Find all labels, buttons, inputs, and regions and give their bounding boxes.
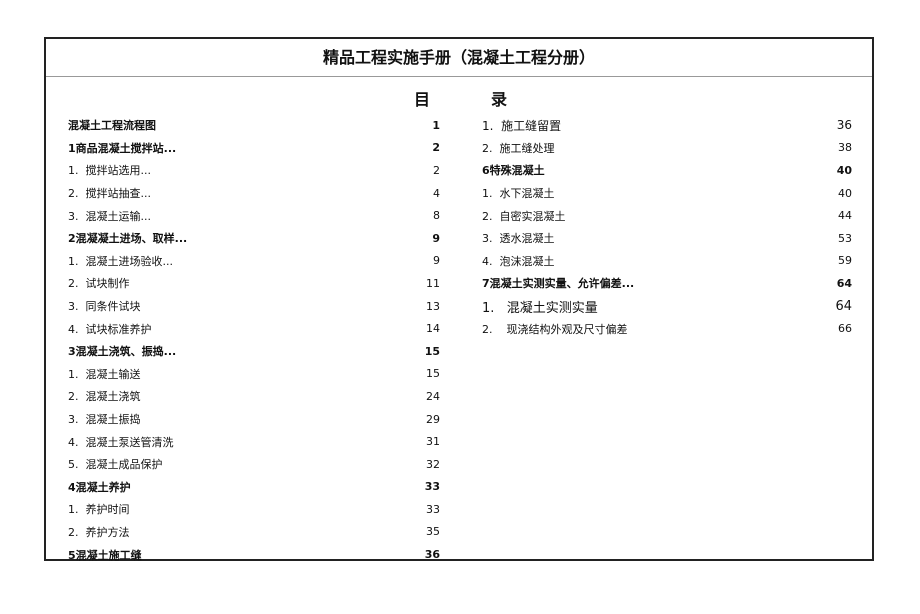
toc-section-entry[interactable]: 1. 混凝土进场验收... 9 [68, 250, 440, 273]
toc-entry-page: 14 [426, 322, 440, 336]
toc-chapter-entry[interactable]: 6特殊混凝土 40 [482, 159, 852, 182]
toc-heading-part1: 目 [414, 90, 431, 109]
toc-entry-label: 2. 混凝土浇筑 [68, 390, 141, 404]
toc-entry-label: 1. 水下混凝土 [482, 187, 555, 201]
toc-entry-label: 1. 混凝土实测实量 [482, 300, 598, 316]
toc-entry-page: 1 [432, 118, 440, 132]
toc-entry-label: 2. 施工缝处理 [482, 141, 555, 155]
toc-chapter-entry[interactable]: 1商品混凝土搅拌站... 2 [68, 137, 440, 160]
toc-left-column: 混凝土工程流程图 1 1商品混凝土搅拌站... 2 1. 搅拌站选用... 2 2. 搅拌站… [68, 114, 440, 566]
toc-entry-label: 6特殊混凝土 [482, 164, 545, 178]
toc-entry-page: 13 [426, 299, 440, 313]
toc-chapter-entry[interactable]: 3混凝土浇筑、振捣... 15 [68, 340, 440, 363]
toc-section-entry[interactable]: 3. 混凝土振捣 29 [68, 408, 440, 431]
toc-entry-page: 40 [836, 163, 852, 177]
toc-entry-label: 1. 养护时间 [68, 503, 130, 517]
toc-entry-label: 1. 施工缝留置 [482, 118, 562, 133]
toc-entry-page: 36 [836, 118, 852, 133]
toc-chapter-entry[interactable]: 混凝土工程流程图 1 [68, 114, 440, 137]
toc-chapter-entry[interactable]: 7混凝土实测实量、允许偏差... 64 [482, 272, 852, 295]
toc-entry-label: 3. 透水混凝土 [482, 232, 555, 246]
toc-entry-page: 8 [433, 209, 440, 223]
toc-chapter-entry[interactable]: 2混凝凝土进场、取样... 9 [68, 227, 440, 250]
toc-entry-label: 2. 搅拌站抽查... [68, 187, 151, 201]
toc-chapter-entry[interactable]: 5混凝土施工缝 36 [68, 543, 440, 566]
toc-entry-label: 1. 搅拌站选用... [68, 164, 151, 178]
toc-entry-page: 35 [426, 525, 440, 539]
toc-section-entry[interactable]: 5. 混凝土成品保护 32 [68, 453, 440, 476]
toc-entry-label: 3. 混凝土运输... [68, 209, 151, 223]
toc-entry-label: 1商品混凝土搅拌站... [68, 141, 177, 155]
toc-section-entry[interactable]: 2. 养护方法 35 [68, 521, 440, 544]
toc-section-entry[interactable]: 2. 现浇结构外观及尺寸偏差 66 [482, 317, 852, 340]
toc-entry-page: 4 [433, 186, 440, 200]
document-page: 精品工程实施手册（混凝土工程分册） 目 录 混凝土工程流程图 1 1商品混凝土搅拌站… [44, 37, 874, 562]
toc-entry-page: 15 [426, 367, 440, 381]
toc-section-entry[interactable]: 2. 混凝土浇筑 24 [68, 385, 440, 408]
toc-section-entry[interactable]: 2. 试块制作 11 [68, 272, 440, 295]
document-title: 精品工程实施手册（混凝土工程分册） [46, 39, 872, 77]
toc-entry-label: 4. 混凝土泵送管清洗 [68, 435, 174, 449]
toc-entry-page: 31 [426, 435, 440, 449]
toc-entry-label: 4混凝土养护 [68, 480, 131, 494]
toc-section-entry[interactable]: 3. 混凝土运输... 8 [68, 204, 440, 227]
toc-entry-page: 33 [426, 502, 440, 516]
toc-entry-label: 2. 试块制作 [68, 277, 130, 291]
toc-entry-page: 59 [838, 254, 852, 268]
toc-entry-page: 11 [426, 276, 440, 290]
toc-entry-page: 64 [835, 298, 852, 314]
toc-entry-label: 4. 试块标准养护 [68, 322, 152, 336]
toc-entry-page: 64 [836, 276, 852, 290]
toc-entry-label: 3. 混凝土振捣 [68, 413, 141, 427]
toc-section-entry[interactable]: 2. 搅拌站抽查... 4 [68, 182, 440, 205]
toc-section-entry[interactable]: 2. 自密实混凝土 44 [482, 204, 852, 227]
toc-section-entry[interactable]: 4. 混凝土泵送管清洗 31 [68, 430, 440, 453]
toc-entry-label: 混凝土工程流程图 [68, 119, 156, 133]
toc-section-entry[interactable]: 4. 泡沫混凝土 59 [482, 250, 852, 273]
toc-right-column: 1. 施工缝留置 36 2. 施工缝处理 38 6特殊混凝土 40 1. 水下混凝土 40 2.… [482, 114, 852, 340]
toc-entry-page: 9 [433, 254, 440, 268]
toc-entry-page: 38 [838, 141, 852, 155]
toc-section-entry[interactable]: 4. 试块标准养护 14 [68, 317, 440, 340]
toc-section-entry[interactable]: 3. 同条件试块 13 [68, 295, 440, 318]
toc-entry-page: 9 [432, 231, 440, 245]
toc-entry-page: 24 [426, 389, 440, 403]
toc-entry-page: 2 [432, 141, 440, 155]
toc-entry-label: 2. 自密实混凝土 [482, 209, 566, 223]
toc-chapter-entry[interactable]: 4混凝土养护 33 [68, 476, 440, 499]
toc-entry-page: 66 [838, 322, 852, 336]
toc-section-entry[interactable]: 3. 透水混凝土 53 [482, 227, 852, 250]
toc-entry-page: 53 [838, 231, 852, 245]
toc-entry-page: 33 [424, 480, 440, 494]
toc-entry-label: 3. 同条件试块 [68, 300, 141, 314]
toc-entry-label: 5. 混凝土成品保护 [68, 458, 163, 472]
toc-section-entry[interactable]: 1. 养护时间 33 [68, 498, 440, 521]
toc-section-entry[interactable]: 1. 搅拌站选用... 2 [68, 159, 440, 182]
toc-entry-label: 3混凝土浇筑、振捣... [68, 345, 177, 359]
toc-entry-label: 1. 混凝土进场验收... [68, 254, 173, 268]
toc-section-entry[interactable]: 1. 混凝土实测实量 64 [482, 295, 852, 318]
toc-entry-page: 29 [426, 412, 440, 426]
toc-entry-label: 1. 混凝土输送 [68, 367, 141, 381]
toc-entry-page: 2 [433, 163, 440, 177]
toc-entry-page: 36 [424, 548, 440, 562]
toc-entry-label: 2. 现浇结构外观及尺寸偏差 [482, 322, 628, 336]
toc-section-entry[interactable]: 1. 施工缝留置 36 [482, 114, 852, 137]
toc-entry-label: 2混凝凝土进场、取样... [68, 232, 188, 246]
toc-heading-part2: 录 [491, 90, 508, 109]
toc-entry-label: 7混凝土实测实量、允许偏差... [482, 277, 635, 291]
toc-entry-page: 15 [424, 344, 440, 358]
toc-entry-label: 4. 泡沫混凝土 [482, 254, 555, 268]
toc-entry-page: 44 [838, 209, 852, 223]
toc-entry-label: 2. 养护方法 [68, 525, 130, 539]
toc-entry-page: 40 [838, 186, 852, 200]
toc-section-entry[interactable]: 1. 水下混凝土 40 [482, 182, 852, 205]
toc-section-entry[interactable]: 2. 施工缝处理 38 [482, 137, 852, 160]
toc-section-entry[interactable]: 1. 混凝土输送 15 [68, 363, 440, 386]
toc-entry-page: 32 [426, 457, 440, 471]
toc-entry-label: 5混凝土施工缝 [68, 548, 142, 562]
